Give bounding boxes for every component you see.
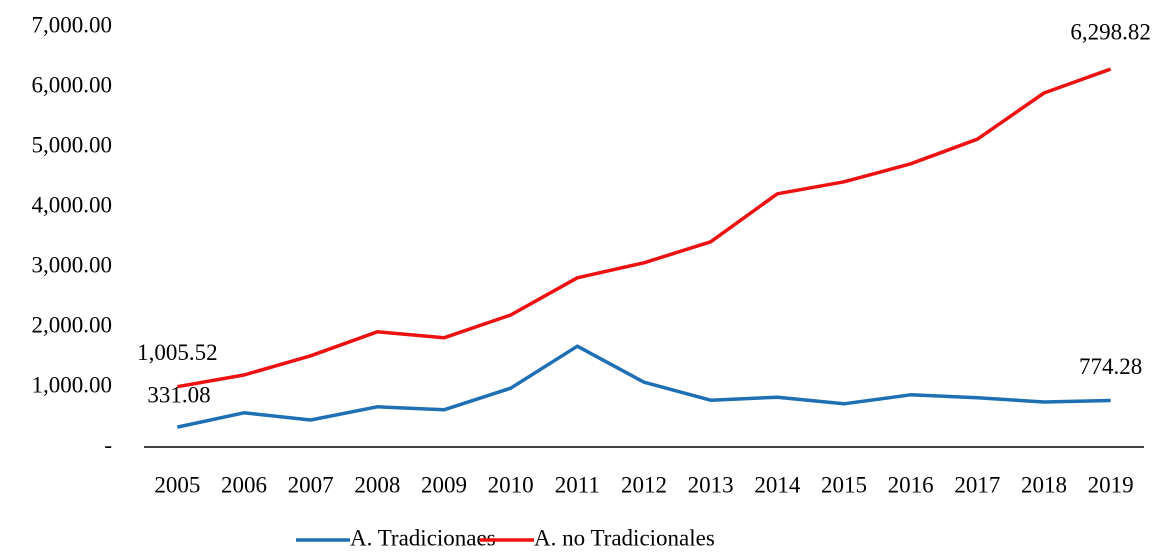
x-tick-label: 2016 (888, 472, 934, 497)
y-tick-label: 4,000.00 (32, 192, 113, 217)
data-label: 774.28 (1079, 354, 1142, 379)
y-tick-label: 3,000.00 (32, 252, 113, 277)
x-tick-label: 2012 (621, 472, 667, 497)
x-tick-label: 2017 (954, 472, 1000, 497)
x-tick-label: 2014 (754, 472, 801, 497)
legend-label: A. Tradicionaes (350, 525, 496, 550)
y-tick-label: 1,000.00 (32, 372, 113, 397)
x-tick-label: 2011 (555, 472, 600, 497)
series-line (177, 67, 1112, 389)
y-tick-label: 2,000.00 (32, 312, 113, 337)
x-tick-label: 2009 (421, 472, 467, 497)
legend-label: A. no Tradicionales (534, 525, 715, 550)
data-label: 1,005.52 (137, 340, 218, 365)
y-tick-label: 7,000.00 (32, 12, 113, 37)
x-tick-label: 2010 (488, 472, 534, 497)
y-tick-label: 6,000.00 (32, 72, 113, 97)
x-tick-label: 2015 (821, 472, 867, 497)
y-tick-label: - (104, 432, 112, 457)
x-tick-label: 2006 (221, 472, 267, 497)
data-label: 6,298.82 (1070, 19, 1151, 44)
x-tick-label: 2008 (354, 472, 400, 497)
y-tick-label: 5,000.00 (32, 132, 113, 157)
x-tick-label: 2005 (154, 472, 200, 497)
x-tick-label: 2007 (288, 472, 334, 497)
x-tick-label: 2013 (688, 472, 734, 497)
series-line (176, 344, 1111, 429)
x-tick-label: 2019 (1088, 472, 1134, 497)
x-tick-label: 2018 (1021, 472, 1067, 497)
